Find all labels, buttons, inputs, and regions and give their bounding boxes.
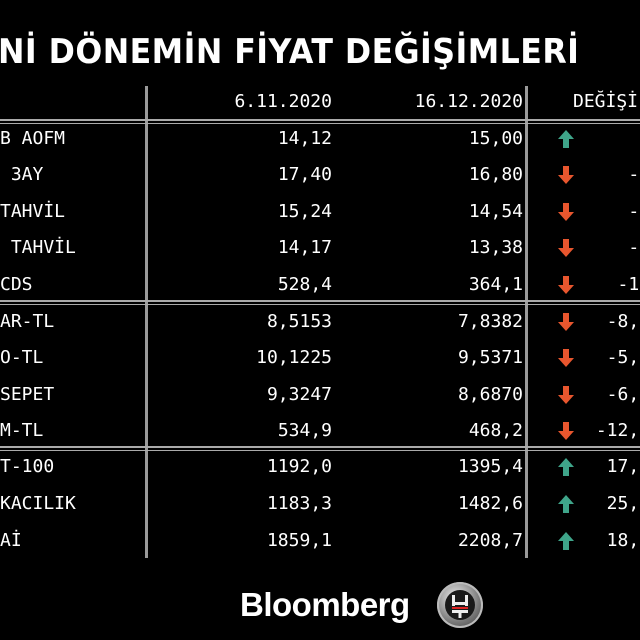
row-value-date-2: 15,00 [468,128,523,149]
header-date-2: 16.12.2020 [414,91,523,112]
arrow-down-icon [558,276,574,294]
row-change: 8 [500,127,640,151]
row-change: -6,8 [606,384,640,405]
arrow-down-icon [558,239,574,257]
arrow-up-icon [558,130,574,148]
row-change: 18,8 [606,530,640,551]
header-date-1: 6.11.2020 [234,91,332,112]
bloomberg-logo: Bloomberg [240,586,410,623]
row-value-date-2: 16,80 [468,164,523,185]
header-change: DEĞİŞİ [573,91,639,112]
row-label: Aİ [0,530,22,551]
row-change: -6 [628,164,640,185]
row-change: -12,5 [595,420,640,441]
row-value-date-2: 13,38 [468,237,523,258]
row-value-date-1: 1183,3 [266,493,332,514]
row-label: M-TL [0,420,44,441]
row-label: O-TL [0,347,44,368]
row-value-date-2: 1482,6 [457,493,523,514]
row-value-date-2: 468,2 [468,420,523,441]
row-label: CDS [0,274,33,295]
row-label: B AOFM [0,128,66,149]
row-value-date-2: 364,1 [468,274,523,295]
arrow-up-icon [558,495,574,513]
row-change: -7 [628,237,640,258]
row-value-date-1: 9,3247 [266,384,332,405]
row-label: TAHVİL [0,237,76,258]
row-change: 25,3 [606,493,640,514]
row-value-date-1: 15,24 [277,201,332,222]
arrow-up-icon [558,532,574,550]
row-label: AR-TL [0,311,55,332]
header-divider [0,119,640,124]
row-value-date-1: 8,5153 [266,311,332,332]
column-divider [525,86,528,558]
row-value-date-1: 10,1225 [256,347,332,368]
group-divider [0,300,640,305]
row-value-date-2: 14,54 [468,201,523,222]
row-value-date-1: 1859,1 [266,530,332,551]
row-value-date-2: 2208,7 [457,530,523,551]
group-divider [0,446,640,451]
row-label: T-100 [0,456,55,477]
row-value-date-1: 17,40 [277,164,332,185]
row-value-date-2: 8,6870 [457,384,523,405]
row-change: -8,0 [606,311,640,332]
row-change: -7 [628,201,640,222]
row-label: SEPET [0,384,55,405]
arrow-down-icon [558,203,574,221]
arrow-down-icon [558,313,574,331]
arrow-down-icon [558,166,574,184]
row-change: -16 [617,274,640,295]
arrow-down-icon [558,422,574,440]
row-value-date-2: 7,8382 [457,311,523,332]
row-change: -5,8 [606,347,640,368]
arrow-down-icon [558,349,574,367]
row-value-date-2: 9,5371 [457,347,523,368]
ht-logo [437,582,483,628]
row-value-date-1: 528,4 [277,274,332,295]
arrow-up-icon [558,458,574,476]
row-value-date-1: 1192,0 [266,456,332,477]
row-label: KACILIK [0,493,76,514]
row-value-date-1: 534,9 [277,420,332,441]
row-value-date-1: 14,17 [277,237,332,258]
row-label: TAHVİL [0,201,66,222]
row-change: 17,1 [606,456,640,477]
row-label: 3AY [0,164,44,185]
page-title: Nİ DÖNEMİN FİYAT DEĞİŞİMLERİ [0,32,580,72]
row-value-date-1: 14,12 [277,128,332,149]
column-divider [145,86,148,558]
arrow-down-icon [558,386,574,404]
row-value-date-2: 1395,4 [457,456,523,477]
